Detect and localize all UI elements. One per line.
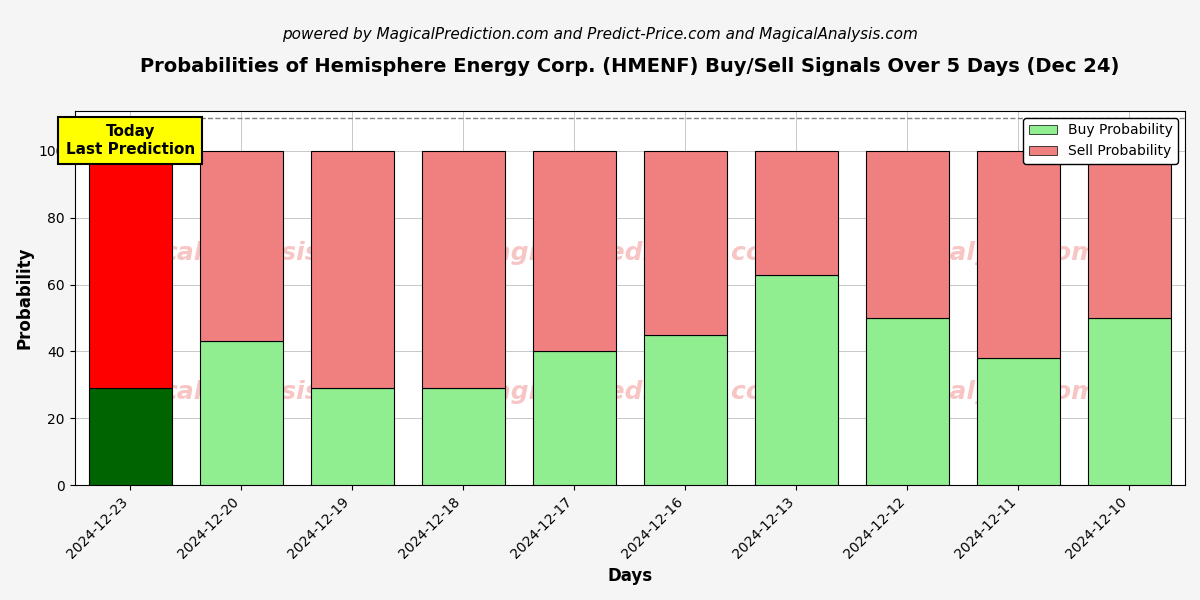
Bar bbox=[533, 352, 616, 485]
Bar bbox=[89, 151, 172, 388]
Bar bbox=[421, 388, 505, 485]
Bar bbox=[865, 318, 949, 485]
Bar bbox=[421, 151, 505, 388]
Bar bbox=[311, 151, 394, 388]
Bar bbox=[977, 151, 1060, 358]
Bar bbox=[643, 335, 727, 485]
Y-axis label: Probability: Probability bbox=[16, 247, 34, 349]
Bar bbox=[977, 358, 1060, 485]
Bar bbox=[1088, 151, 1171, 318]
Text: calAnalysis.com: calAnalysis.com bbox=[162, 380, 388, 404]
Text: calAnalysis.com: calAnalysis.com bbox=[872, 241, 1098, 265]
Bar bbox=[865, 151, 949, 318]
Text: calAnalysis.com: calAnalysis.com bbox=[162, 241, 388, 265]
Bar bbox=[89, 388, 172, 485]
Bar bbox=[533, 151, 616, 352]
Bar bbox=[1088, 318, 1171, 485]
Bar bbox=[199, 341, 283, 485]
Text: calAnalysis.com: calAnalysis.com bbox=[872, 380, 1098, 404]
Text: powered by MagicalPrediction.com and Predict-Price.com and MagicalAnalysis.com: powered by MagicalPrediction.com and Pre… bbox=[282, 27, 918, 42]
Bar bbox=[199, 151, 283, 341]
Title: Probabilities of Hemisphere Energy Corp. (HMENF) Buy/Sell Signals Over 5 Days (D: Probabilities of Hemisphere Energy Corp.… bbox=[140, 57, 1120, 76]
Bar bbox=[755, 151, 838, 275]
X-axis label: Days: Days bbox=[607, 567, 653, 585]
Bar bbox=[643, 151, 727, 335]
Bar bbox=[311, 388, 394, 485]
Bar bbox=[755, 275, 838, 485]
Text: Today
Last Prediction: Today Last Prediction bbox=[66, 124, 194, 157]
Text: MagicalPrediction.com: MagicalPrediction.com bbox=[470, 241, 790, 265]
Text: MagicalPrediction.com: MagicalPrediction.com bbox=[470, 380, 790, 404]
Legend: Buy Probability, Sell Probability: Buy Probability, Sell Probability bbox=[1024, 118, 1178, 164]
